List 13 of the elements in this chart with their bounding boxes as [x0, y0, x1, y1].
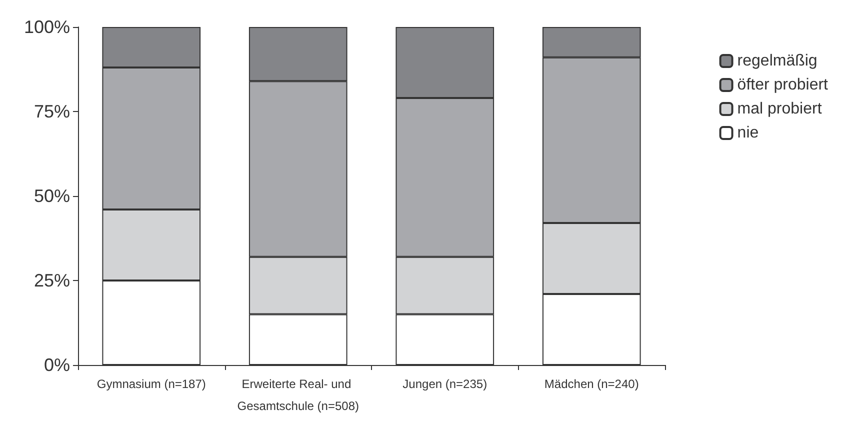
x-tick-label: Erweiterte Real- und Gesamtschule (n=508)	[237, 377, 359, 413]
y-tick-label: 75%	[34, 102, 70, 122]
legend-label: nie	[737, 124, 759, 142]
y-tick-label: 50%	[34, 186, 70, 206]
y-tick-label: 25%	[34, 270, 70, 290]
x-tick-label: Jungen (n=235)	[402, 377, 488, 391]
x-tick-label: Mädchen (n=240)	[544, 377, 639, 391]
legend-label: öfter probiert	[737, 76, 829, 94]
legend-label: regelmäßig	[737, 52, 818, 70]
y-tick-label: 100%	[24, 17, 70, 37]
legend-label: mal probiert	[737, 100, 822, 118]
y-tick-label: 0%	[44, 355, 70, 375]
x-tick-label: Gymnasium (n=187)	[96, 377, 206, 391]
